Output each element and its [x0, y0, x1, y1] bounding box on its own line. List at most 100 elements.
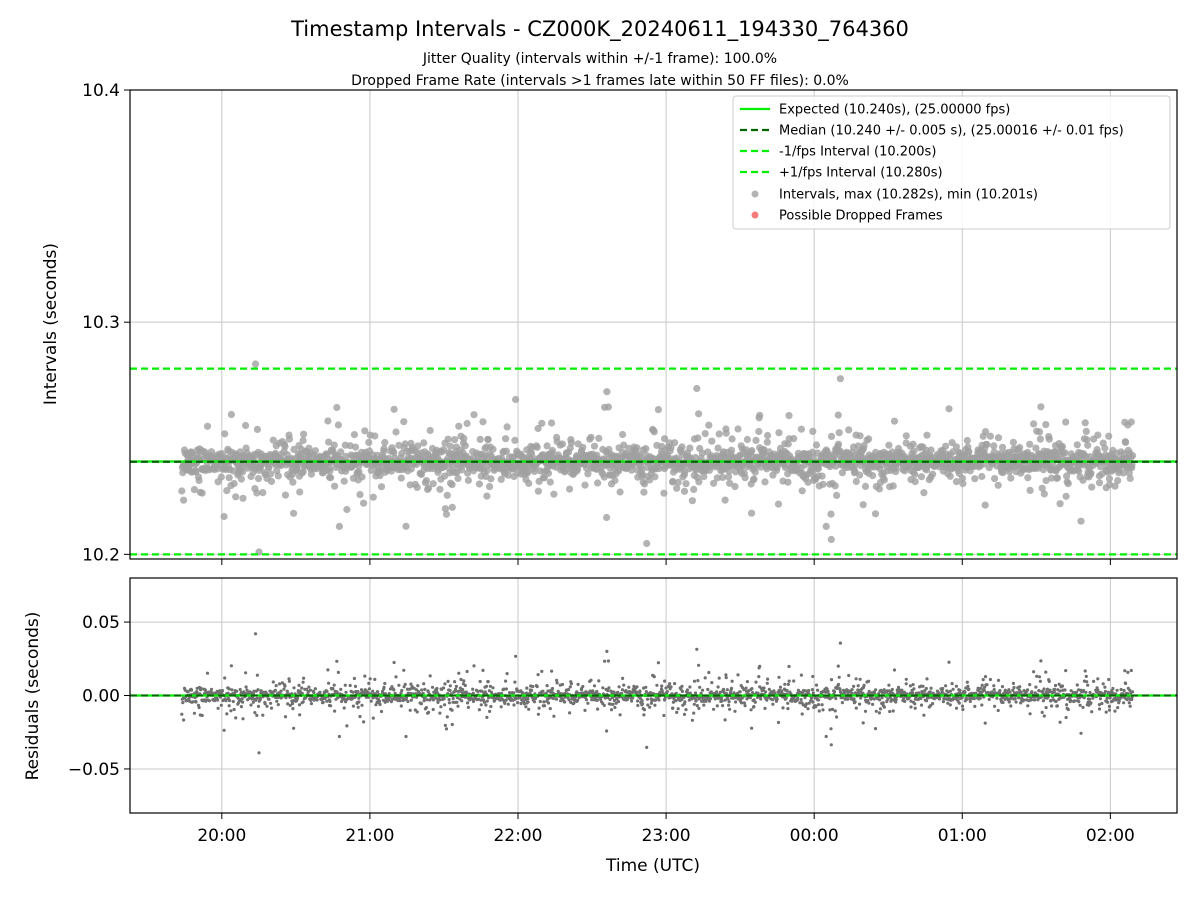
- residual-point: [961, 707, 965, 712]
- residual-point: [829, 743, 833, 747]
- residual-point: [1015, 691, 1019, 695]
- interval-point: [442, 510, 451, 518]
- interval-point: [731, 482, 739, 491]
- residual-point: [766, 677, 770, 681]
- residual-point: [1128, 688, 1132, 692]
- interval-point: [978, 472, 986, 481]
- residual-point: [458, 686, 462, 690]
- residual-point: [371, 716, 375, 720]
- residual-point: [605, 649, 609, 654]
- residual-point: [979, 686, 983, 690]
- residual-point: [724, 673, 728, 677]
- residual-point: [680, 697, 684, 702]
- residual-point: [369, 699, 373, 703]
- residual-point: [695, 647, 699, 651]
- residual-point: [698, 685, 702, 689]
- residual-point: [524, 705, 528, 709]
- residual-point: [244, 671, 248, 675]
- residual-point: [694, 698, 698, 702]
- residual-point: [1032, 670, 1036, 674]
- residual-point: [710, 681, 714, 685]
- residual-point: [399, 704, 403, 708]
- residual-point: [225, 712, 229, 716]
- chart-subtitle-dropped: Dropped Frame Rate (intervals >1 frames …: [351, 73, 849, 89]
- interval-point: [838, 469, 847, 477]
- residual-point: [1088, 690, 1092, 695]
- interval-point: [991, 475, 999, 483]
- residual-point: [630, 699, 634, 703]
- residual-point: [357, 700, 361, 704]
- residual-point: [1064, 715, 1068, 720]
- interval-point: [1077, 517, 1085, 525]
- residual-point: [471, 691, 475, 695]
- residual-point: [489, 704, 493, 709]
- residual-point: [560, 682, 565, 687]
- residual-point: [854, 706, 858, 710]
- residual-point: [1127, 701, 1131, 705]
- interval-point: [695, 478, 703, 486]
- x-tick-label: 20:00: [197, 826, 246, 846]
- interval-point: [660, 489, 668, 497]
- residual-point: [576, 698, 580, 703]
- residual-point: [862, 683, 866, 688]
- residual-point: [730, 679, 734, 683]
- interval-point: [611, 476, 619, 485]
- interval-point: [307, 470, 315, 478]
- residual-point: [1018, 685, 1022, 689]
- residual-point: [874, 688, 878, 692]
- residual-point: [181, 701, 185, 705]
- residual-point: [263, 702, 267, 706]
- residual-point: [416, 684, 420, 688]
- residual-point: [392, 688, 396, 692]
- interval-point: [871, 510, 880, 518]
- residual-point: [1104, 710, 1108, 714]
- residual-point: [836, 682, 841, 687]
- residual-point: [297, 683, 301, 688]
- residual-point: [356, 690, 360, 694]
- residual-point: [765, 698, 769, 702]
- residual-point: [308, 688, 312, 692]
- interval-point: [594, 479, 602, 487]
- residual-point: [431, 698, 435, 702]
- interval-point: [1053, 474, 1061, 482]
- residual-point: [684, 708, 688, 712]
- residual-point: [261, 713, 265, 717]
- residual-point: [872, 697, 876, 701]
- residual-point: [379, 709, 384, 714]
- residual-point: [642, 708, 647, 712]
- residual-point: [425, 698, 429, 702]
- residual-point: [615, 696, 619, 701]
- interval-point: [686, 444, 694, 452]
- residual-point: [605, 729, 609, 733]
- residual-point: [457, 671, 461, 675]
- interval-point: [497, 475, 505, 483]
- interval-point: [952, 478, 961, 486]
- interval-point: [439, 446, 448, 454]
- residual-point: [408, 708, 412, 712]
- residual-point: [445, 715, 449, 719]
- interval-point: [804, 478, 812, 486]
- intervals-points: [178, 360, 1137, 556]
- x-tick-label: 23:00: [642, 826, 691, 846]
- interval-point: [371, 432, 379, 440]
- interval-point: [719, 473, 727, 481]
- residual-point: [387, 698, 391, 702]
- residual-point: [902, 690, 907, 694]
- interval-point: [281, 443, 289, 451]
- interval-point: [504, 471, 512, 479]
- residual-point: [803, 689, 807, 693]
- residual-point: [616, 700, 621, 704]
- interval-point: [289, 478, 297, 486]
- interval-point: [543, 442, 551, 450]
- residual-point: [993, 704, 997, 708]
- residual-point: [187, 695, 191, 700]
- interval-point: [460, 434, 468, 442]
- residual-point: [948, 703, 952, 707]
- residual-point: [807, 701, 811, 705]
- interval-point: [274, 472, 282, 480]
- residual-point: [466, 705, 470, 710]
- interval-point: [343, 505, 351, 514]
- residual-point: [1111, 686, 1115, 691]
- residual-point: [356, 705, 360, 709]
- residual-point: [821, 708, 825, 712]
